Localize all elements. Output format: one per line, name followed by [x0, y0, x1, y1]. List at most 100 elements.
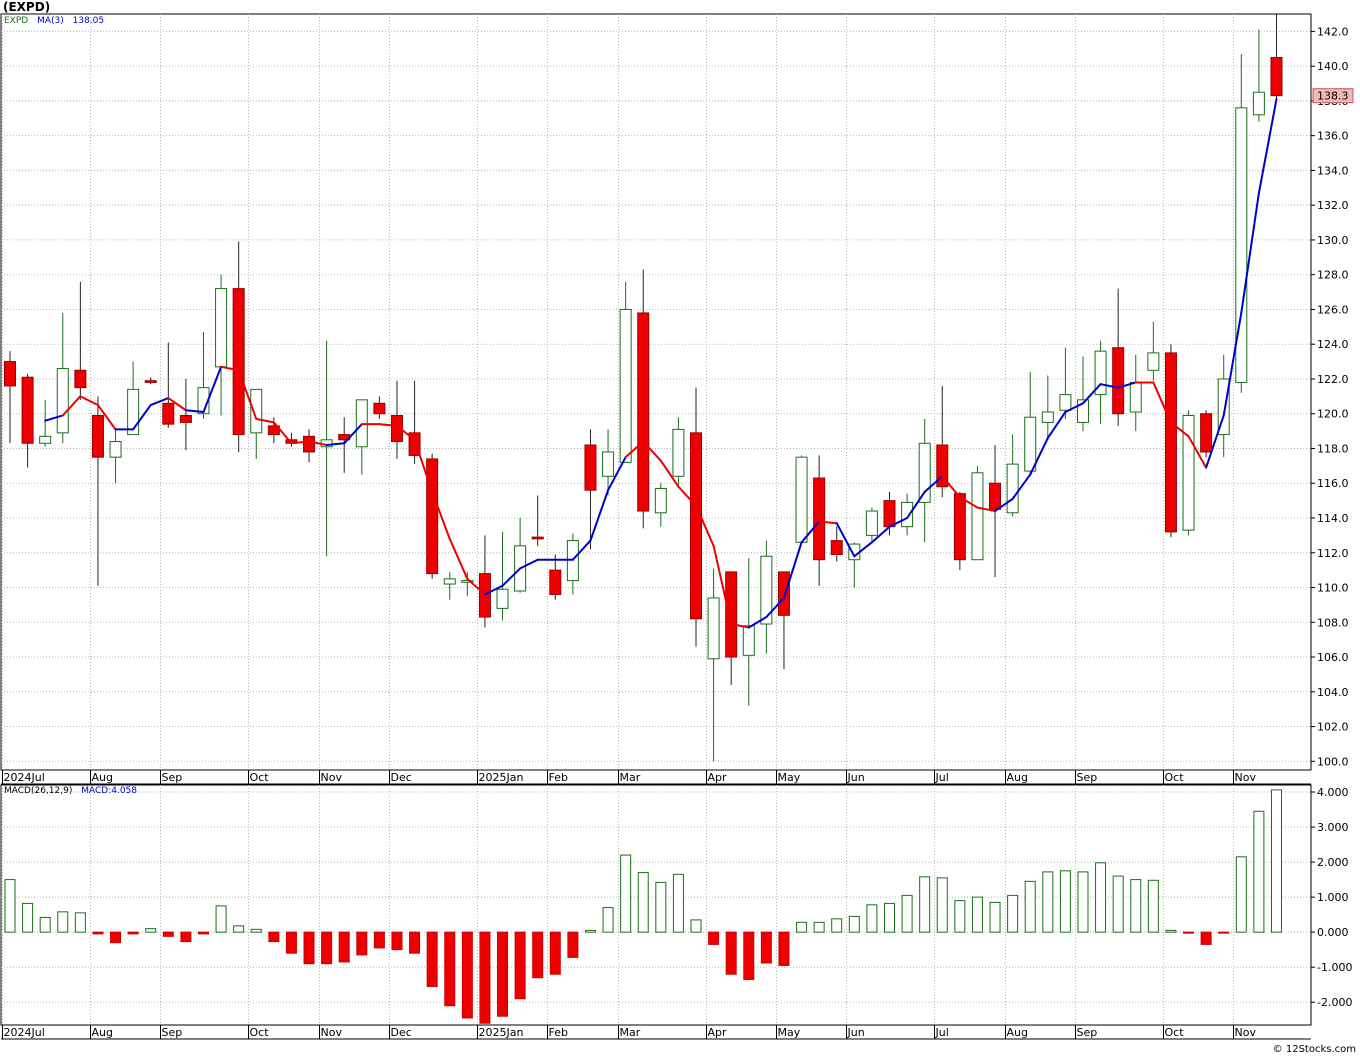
macd-month-label: Sep	[162, 1026, 183, 1039]
legend-macd-value: MACD:4.058	[81, 786, 138, 796]
ma-segment	[466, 577, 486, 596]
candle-up	[742, 625, 755, 656]
candle-down	[531, 536, 544, 540]
candle-down	[390, 414, 403, 443]
price-tick-label: 126.0	[1317, 303, 1349, 316]
ma-segment	[958, 496, 979, 509]
candle-down	[373, 402, 386, 415]
price-legend: EXPD MA(3) 138.05	[4, 16, 104, 26]
macd-bar-positive	[919, 876, 931, 933]
macd-tick-label: 0.000	[1317, 926, 1349, 939]
last-price-label: 138.3	[1317, 90, 1349, 103]
candle-down	[21, 376, 34, 444]
ma-segment	[624, 440, 645, 459]
macd-bar-negative	[92, 931, 104, 935]
candle-down	[777, 571, 790, 616]
ma-segment	[589, 489, 610, 542]
macd-bar-negative	[461, 931, 473, 1019]
month-label: Aug	[92, 771, 113, 784]
macd-month-label: Dec	[391, 1026, 412, 1039]
ma-segment	[1099, 383, 1120, 389]
macd-bar-positive	[1077, 871, 1089, 933]
macd-bar-positive	[884, 902, 895, 933]
candle-up	[760, 555, 773, 625]
legend-ma-label: MA(3)	[37, 16, 64, 26]
macd-bar-positive	[233, 925, 245, 933]
ma-segment	[202, 365, 223, 413]
ma-segment	[976, 506, 997, 513]
macd-bar-positive	[215, 905, 227, 933]
month-label: Dec	[391, 771, 412, 784]
macd-bar-negative	[444, 931, 456, 1007]
ma-segment	[395, 424, 416, 441]
macd-bar-positive	[39, 916, 51, 933]
price-tick-label: 140.0	[1317, 60, 1349, 73]
candle-up	[1252, 91, 1265, 116]
price-tick-label: 116.0	[1317, 477, 1349, 490]
macd-bar-positive	[954, 900, 966, 933]
ma-segment	[272, 421, 293, 445]
macd-bar-negative	[479, 931, 491, 1024]
ma-segment	[519, 558, 539, 570]
macd-bar-positive	[936, 877, 948, 933]
ma-segment	[677, 485, 698, 507]
candle-up	[1076, 399, 1089, 423]
macd-bar-negative	[321, 931, 333, 965]
watermark: © 12Stocks.com	[1272, 1044, 1356, 1055]
legend-macd-label: MACD(26,12,9)	[4, 786, 73, 796]
ma-segment	[800, 520, 821, 544]
macd-month-label: Oct	[1165, 1026, 1185, 1039]
macd-tick-label: 1.000	[1317, 891, 1349, 904]
ma-segment	[149, 397, 170, 407]
macd-bar-positive	[620, 854, 632, 933]
candle-down	[637, 312, 650, 512]
ma-segment	[712, 544, 733, 626]
candle-up	[654, 487, 667, 514]
macd-bar-positive	[971, 896, 983, 933]
ma-segment	[695, 504, 715, 547]
candle-down	[144, 380, 157, 383]
macd-tick-label: -1.000	[1317, 961, 1352, 974]
ma-segment	[1117, 381, 1137, 389]
macd-bar-positive	[848, 915, 860, 933]
ma-segment	[1152, 381, 1172, 424]
candle-down	[953, 493, 966, 561]
macd-bar-positive	[1270, 789, 1282, 933]
month-label: Apr	[708, 771, 728, 784]
macd-bar-positive	[584, 929, 596, 933]
ma-segment	[747, 616, 768, 629]
candle-up	[707, 597, 720, 660]
candle-up	[1129, 381, 1142, 413]
ma-segment	[308, 440, 328, 447]
macd-month-label: 2025Jan	[479, 1026, 524, 1039]
ma-segment	[607, 456, 627, 492]
candle-up	[443, 578, 456, 585]
macd-bar-negative	[338, 931, 350, 963]
macd-bar-negative	[162, 931, 174, 937]
macd-bar-positive	[602, 907, 614, 933]
ma-segment	[782, 541, 803, 599]
legend-ma-value: 138.05	[72, 16, 105, 26]
macd-bar-positive	[1024, 880, 1036, 933]
chart-title: (EXPD)	[3, 0, 51, 14]
candle-up	[1059, 394, 1072, 411]
candle-down	[936, 444, 949, 488]
macd-bar-negative	[303, 931, 315, 965]
candle-up	[1235, 107, 1248, 383]
ma-segment	[290, 440, 311, 445]
candle-up	[1217, 378, 1230, 436]
macd-bar-positive	[1147, 879, 1159, 933]
macd-bar-positive	[1042, 871, 1054, 933]
candle-down	[162, 402, 175, 425]
candle-up	[918, 442, 931, 503]
macd-tick-label: 4.000	[1317, 786, 1349, 799]
price-tick-label: 122.0	[1317, 373, 1349, 386]
macd-bar-positive	[866, 904, 878, 933]
ma-segment	[413, 438, 434, 493]
candle-down	[4, 361, 16, 387]
macd-month-label: Nov	[1235, 1026, 1257, 1039]
macd-bar-negative	[708, 931, 720, 945]
month-label: Sep	[1077, 771, 1098, 784]
macd-bar-positive	[672, 873, 684, 933]
macd-bar-positive	[1165, 929, 1177, 933]
